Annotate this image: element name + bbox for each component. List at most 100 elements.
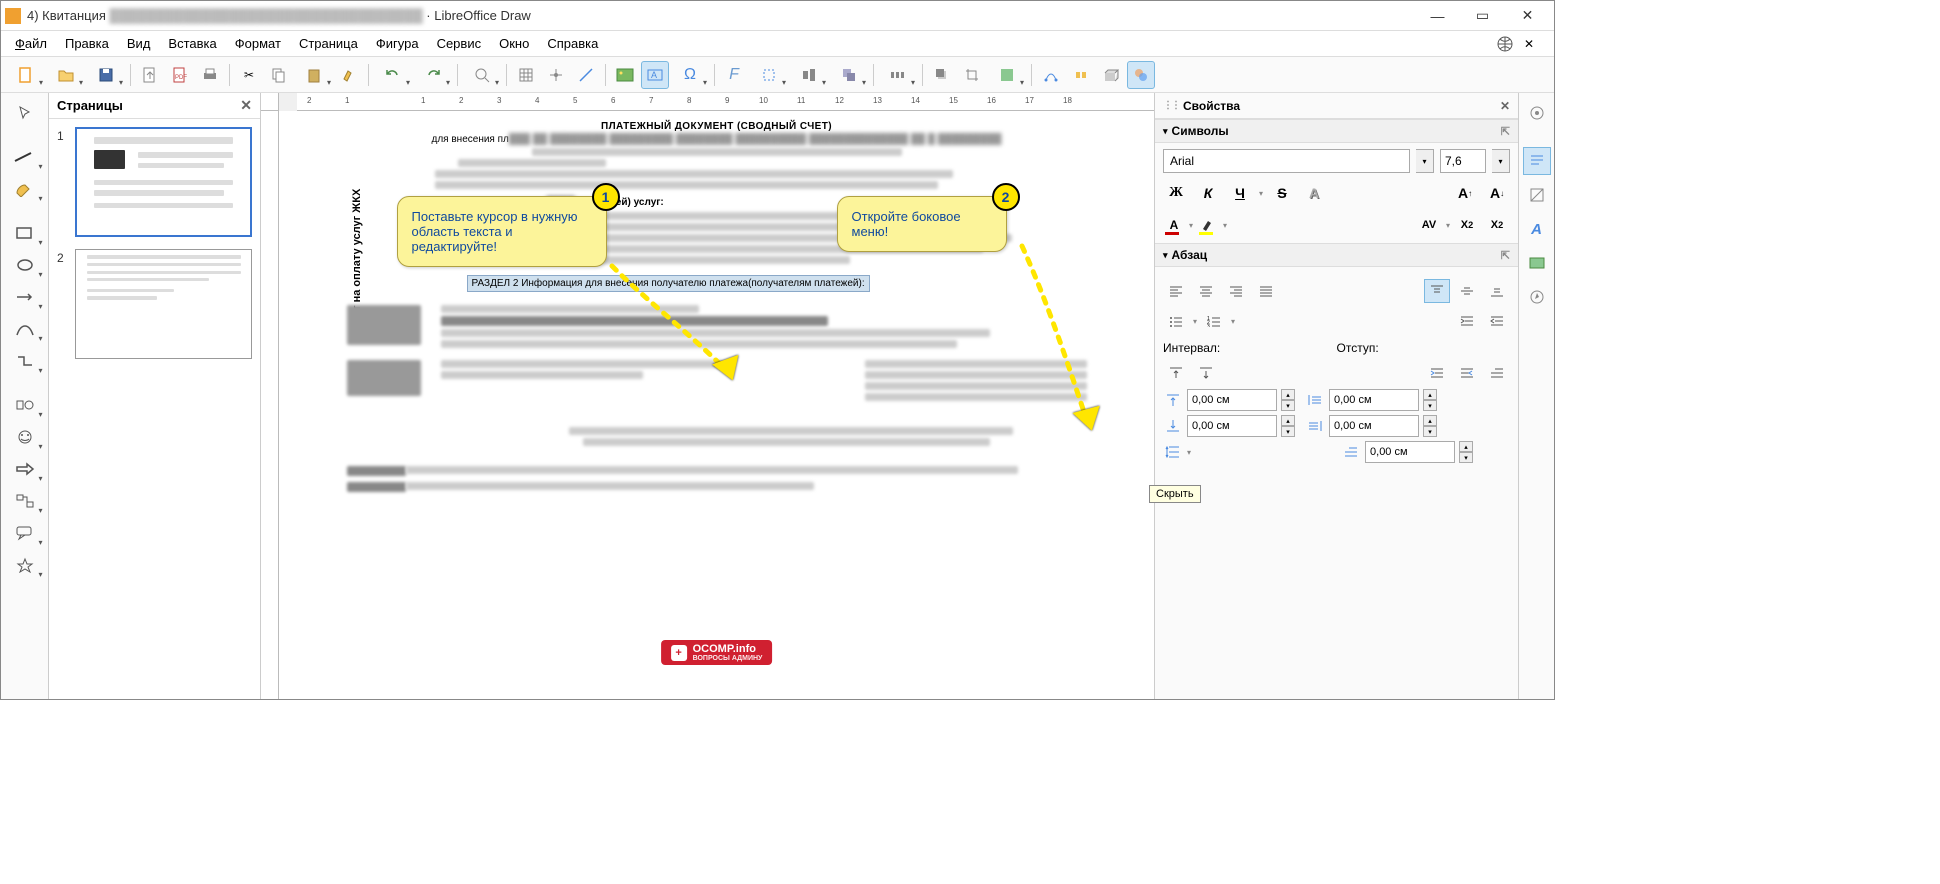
increase-font-button[interactable]: A↑: [1452, 181, 1478, 205]
align-center-button[interactable]: [1193, 279, 1219, 303]
toggle-extrusion-button[interactable]: [1097, 61, 1125, 89]
underline-button[interactable]: Ч: [1227, 181, 1253, 205]
menu-help[interactable]: Справка: [539, 33, 606, 54]
sidebar-properties-icon[interactable]: [1523, 147, 1551, 175]
menu-window[interactable]: Окно: [491, 33, 537, 54]
bullet-list-button[interactable]: [1163, 309, 1189, 333]
sidebar-settings-icon[interactable]: [1523, 99, 1551, 127]
menu-page[interactable]: Страница: [291, 33, 366, 54]
font-name-input[interactable]: [1163, 149, 1410, 173]
redo-button[interactable]: ▾: [414, 61, 452, 89]
arrange-button[interactable]: ▾: [830, 61, 868, 89]
space-before-inc[interactable]: [1163, 361, 1189, 385]
print-button[interactable]: [196, 61, 224, 89]
fontwork-button[interactable]: F: [720, 61, 748, 89]
menu-shape[interactable]: Фигура: [368, 33, 427, 54]
stars-tool[interactable]: ▾: [7, 551, 43, 579]
first-line-indent-input[interactable]: [1365, 441, 1455, 463]
basic-shapes-tool[interactable]: ▾: [7, 391, 43, 419]
export-pdf-button[interactable]: PDF: [166, 61, 194, 89]
expand-icon[interactable]: ⇱: [1501, 125, 1510, 138]
shadow-button[interactable]: [928, 61, 956, 89]
indent-right-input[interactable]: [1329, 415, 1419, 437]
pages-panel-close[interactable]: ✕: [240, 97, 252, 114]
indent-left-dec[interactable]: [1454, 361, 1480, 385]
subscript-button[interactable]: X2: [1484, 213, 1510, 237]
menu-view[interactable]: Вид: [119, 33, 159, 54]
close-doc-button[interactable]: ✕: [1524, 37, 1548, 51]
indent-first-line[interactable]: [1484, 361, 1510, 385]
char-spacing-button[interactable]: A͏V: [1416, 213, 1442, 237]
crop-button[interactable]: [958, 61, 986, 89]
align-left-button[interactable]: [1163, 279, 1189, 303]
menu-file[interactable]: ФФайлайл: [7, 33, 55, 54]
font-name-dropdown[interactable]: ▾: [1416, 149, 1434, 173]
globe-icon[interactable]: [1496, 35, 1514, 53]
callout-tool[interactable]: ▾: [7, 519, 43, 547]
symbols-section-header[interactable]: ▾Символы ⇱: [1155, 119, 1518, 143]
italic-button[interactable]: К: [1195, 181, 1221, 205]
glue-points-button[interactable]: [1067, 61, 1095, 89]
symbol-shapes-tool[interactable]: ▾: [7, 423, 43, 451]
undo-button[interactable]: ▾: [374, 61, 412, 89]
insert-special-char-button[interactable]: Ω▾: [671, 61, 709, 89]
number-list-button[interactable]: 123: [1201, 309, 1227, 333]
align-right-button[interactable]: [1223, 279, 1249, 303]
bold-button[interactable]: Ж: [1163, 181, 1189, 205]
menu-insert[interactable]: Вставка: [160, 33, 224, 54]
menu-edit[interactable]: Правка: [57, 33, 117, 54]
expand-paragraph-icon[interactable]: ⇱: [1501, 249, 1510, 262]
insert-image-button[interactable]: [611, 61, 639, 89]
rectangle-tool[interactable]: ▾: [7, 219, 43, 247]
decrease-indent-button[interactable]: [1484, 309, 1510, 333]
paste-button[interactable]: ▾: [295, 61, 333, 89]
valign-bottom-button[interactable]: [1484, 279, 1510, 303]
sidebar-shapes-icon[interactable]: [1523, 181, 1551, 209]
close-window-button[interactable]: ✕: [1505, 2, 1550, 30]
clone-format-button[interactable]: [335, 61, 363, 89]
ellipse-tool[interactable]: ▾: [7, 251, 43, 279]
line-color-tool[interactable]: ▾: [7, 143, 43, 171]
align-justify-button[interactable]: [1253, 279, 1279, 303]
draw-functions-button[interactable]: [1127, 61, 1155, 89]
menu-tools[interactable]: Сервис: [429, 33, 490, 54]
curve-tool[interactable]: ▾: [7, 315, 43, 343]
sidebar-gallery-icon[interactable]: [1523, 249, 1551, 277]
copy-button[interactable]: [265, 61, 293, 89]
transform-button[interactable]: ▾: [750, 61, 788, 89]
superscript-button[interactable]: X2: [1454, 213, 1480, 237]
menu-format[interactable]: Формат: [227, 33, 289, 54]
space-above-input[interactable]: [1187, 389, 1277, 411]
guides-button[interactable]: [572, 61, 600, 89]
paragraph-section-header[interactable]: ▾Абзац ⇱: [1155, 243, 1518, 267]
edit-points-button[interactable]: [1037, 61, 1065, 89]
sidebar-navigator-icon[interactable]: [1523, 283, 1551, 311]
page-thumb-2[interactable]: 2: [57, 249, 252, 359]
align-objects-button[interactable]: ▾: [790, 61, 828, 89]
distribute-button[interactable]: ▾: [879, 61, 917, 89]
maximize-button[interactable]: ▭: [1460, 2, 1505, 30]
indent-left-inc[interactable]: [1424, 361, 1450, 385]
valign-middle-button[interactable]: [1454, 279, 1480, 303]
valign-top-button[interactable]: [1424, 279, 1450, 303]
new-doc-button[interactable]: ▾: [7, 61, 45, 89]
font-size-input[interactable]: [1440, 149, 1486, 173]
flowchart-tool[interactable]: ▾: [7, 487, 43, 515]
space-before-dec[interactable]: [1193, 361, 1219, 385]
line-arrow-tool[interactable]: ▾: [7, 283, 43, 311]
export-button[interactable]: [136, 61, 164, 89]
font-color-button[interactable]: A: [1163, 215, 1185, 235]
sidebar-styles-icon[interactable]: A: [1523, 215, 1551, 243]
select-tool[interactable]: [7, 99, 43, 127]
highlight-color-button[interactable]: [1197, 215, 1219, 235]
insert-textbox-button[interactable]: A: [641, 61, 669, 89]
indent-left-input[interactable]: [1329, 389, 1419, 411]
canvas[interactable]: Счет на оплату услуг ЖКХ ПЛАТЕЖНЫЙ ДОКУМ…: [279, 111, 1154, 699]
minimize-button[interactable]: —: [1415, 2, 1460, 30]
strike-button[interactable]: S: [1269, 181, 1295, 205]
cut-button[interactable]: ✂: [235, 61, 263, 89]
snap-button[interactable]: [542, 61, 570, 89]
save-button[interactable]: ▾: [87, 61, 125, 89]
increase-indent-button[interactable]: [1454, 309, 1480, 333]
space-below-input[interactable]: [1187, 415, 1277, 437]
